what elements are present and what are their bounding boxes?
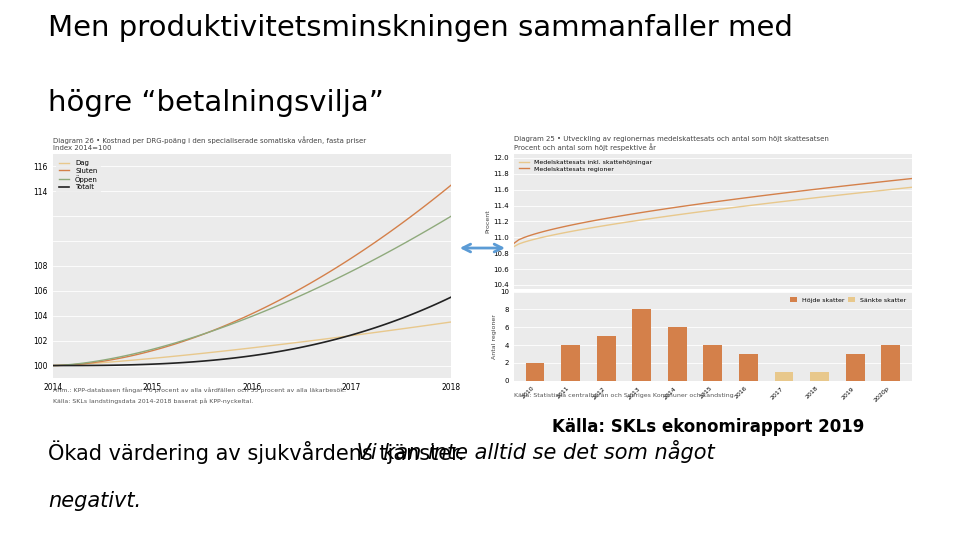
Sluten <box>304 280 316 287</box>
Bar <box>846 354 865 381</box>
Text: Diagram 25 • Utveckling av regionernas medelskattesats och antal som höjt skatte: Diagram 25 • Utveckling av regionernas m… <box>514 136 828 151</box>
Bar <box>810 372 828 381</box>
Bar <box>668 327 686 381</box>
Dag <box>224 347 235 354</box>
Sluten <box>224 321 235 327</box>
Dag <box>445 319 457 325</box>
Öppen <box>47 362 59 369</box>
Totalt <box>400 314 412 320</box>
Totalt <box>304 342 316 349</box>
Legend: Medelskattesats inkl. skattehöjningar, Medelskattesats regioner: Medelskattesats inkl. skattehöjningar, M… <box>516 157 654 174</box>
Line: Sluten: Sluten <box>53 185 451 366</box>
Öppen <box>304 288 316 295</box>
Text: Källa: SKLs landstingsdata 2014-2018 baserat på KPP-nyckeltal.: Källa: SKLs landstingsdata 2014-2018 bas… <box>53 399 253 404</box>
Bar <box>704 345 722 381</box>
Öppen <box>284 297 296 303</box>
Totalt <box>445 294 457 300</box>
Legend: Dag, Sluten, Öppen, Totalt: Dag, Sluten, Öppen, Totalt <box>57 157 101 193</box>
Text: negativt.: negativt. <box>48 491 141 511</box>
Dag <box>289 340 300 346</box>
Dag <box>284 340 296 347</box>
Bar <box>775 372 793 381</box>
Dag <box>47 362 59 369</box>
Bar <box>561 345 580 381</box>
Öppen <box>224 322 235 328</box>
Totalt <box>289 346 300 352</box>
Öppen <box>320 281 331 287</box>
Bar <box>739 354 757 381</box>
Text: Källa: SKLs ekonomirapport 2019: Källa: SKLs ekonomirapport 2019 <box>552 418 864 436</box>
Text: Men produktivitetsminskningen sammanfaller med: Men produktivitetsminskningen sammanfall… <box>48 14 793 42</box>
Sluten <box>284 292 296 298</box>
Totalt <box>320 339 331 345</box>
Dag <box>304 338 316 344</box>
Sluten <box>445 182 457 188</box>
Totalt <box>284 346 296 353</box>
Totalt <box>224 355 235 362</box>
Line: Totalt: Totalt <box>53 297 451 366</box>
Text: Vi kan inte alltid se det som något: Vi kan inte alltid se det som något <box>350 440 715 463</box>
Line: Öppen: Öppen <box>53 216 451 366</box>
Sluten <box>289 289 300 295</box>
Bar <box>633 309 651 381</box>
Sluten <box>47 362 59 369</box>
Text: Ökad värdering av sjukvårdens tjänster.: Ökad värdering av sjukvårdens tjänster. <box>48 440 465 464</box>
Dag <box>320 336 331 342</box>
Öppen <box>289 295 300 301</box>
Line: Dag: Dag <box>53 322 451 366</box>
Bar <box>597 336 615 381</box>
Bar <box>881 345 900 381</box>
Y-axis label: Antal regioner: Antal regioner <box>492 314 497 359</box>
Sluten <box>320 271 331 278</box>
Y-axis label: Procent: Procent <box>485 210 491 233</box>
Legend: Höjde skatter, Sänkte skatter: Höjde skatter, Sänkte skatter <box>787 295 909 305</box>
Bar <box>775 372 793 381</box>
Text: Diagram 26 • Kostnad per DRG-poäng i den specialiserade somatiska vården, fasta : Diagram 26 • Kostnad per DRG-poäng i den… <box>53 136 366 151</box>
Bar <box>810 372 828 381</box>
Text: Källa: Statistiska centralbyrån och Sveriges Kommuner och Landsting: Källa: Statistiska centralbyrån och Sver… <box>514 393 733 398</box>
Öppen <box>445 213 457 219</box>
Text: Anm.: KPP-databasen fångar 70 procent av alla vårdfällen och 55 procent av alla : Anm.: KPP-databasen fångar 70 procent av… <box>53 388 346 393</box>
Öppen <box>400 239 412 246</box>
Bar <box>525 363 544 381</box>
Totalt <box>47 362 59 369</box>
Sluten <box>400 217 412 224</box>
Text: högre “betalningsvilja”: högre “betalningsvilja” <box>48 89 384 117</box>
Dag <box>400 325 412 332</box>
